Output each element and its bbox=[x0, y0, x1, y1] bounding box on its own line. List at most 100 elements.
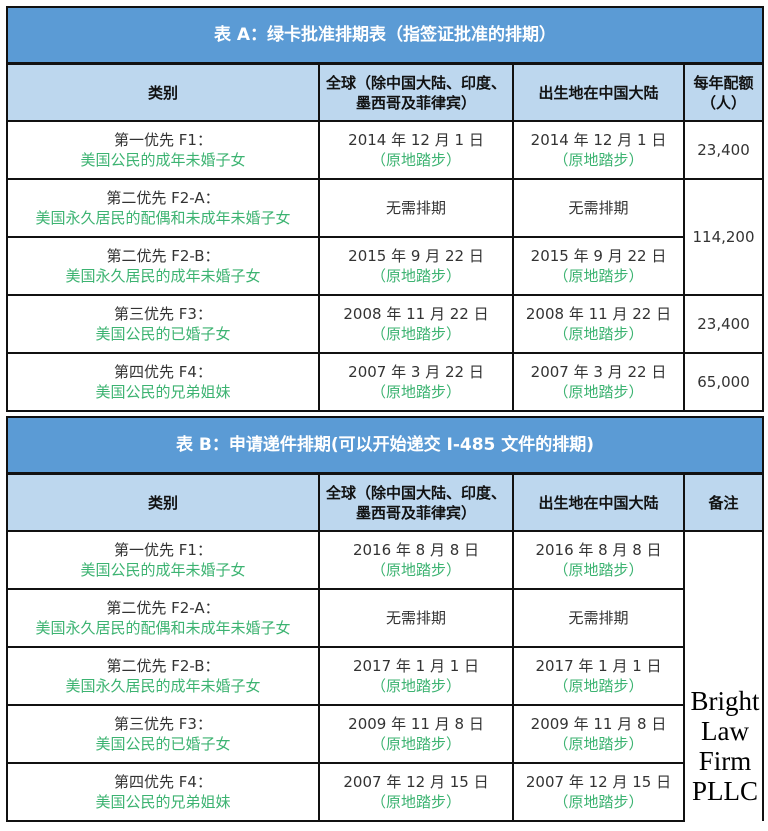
table-row: 第四优先 F4： 美国公民的兄弟姐妹 2007 年 12 月 15 日 （原地踏步） 2… bbox=[6, 762, 763, 822]
worldwide-cell-text: 无需排期 bbox=[385, 199, 446, 217]
table-a-header: 类别 全球（除中国大陆、印度、墨西哥及菲律宾） 出生地在中国大陆 每年配额（人） bbox=[6, 62, 765, 122]
worldwide-cell: 2017 年 1 月 1 日 （原地踏步） bbox=[318, 646, 514, 706]
category-cell: 第二优先 F2-A： 美国永久居民的配偶和未成年未婚子女 bbox=[6, 588, 320, 648]
remarks-cell bbox=[683, 530, 764, 821]
china-cell-note: （原地踏步） bbox=[553, 383, 644, 401]
worldwide-cell: 2015 年 9 月 22 日 （原地踏步） bbox=[318, 236, 514, 296]
table-row: 第四优先 F4： 美国公民的兄弟姐妹 2007 年 3 月 22 日（原地踏步） 20… bbox=[6, 352, 765, 412]
table-b: 表 B：申请递件排期(可以开始递交 I-485 文件的排期) 类别 全球（除中国… bbox=[6, 416, 764, 822]
category-cell: 第三优先 F3： 美国公民的已婚子女 bbox=[6, 704, 320, 764]
table-row: 第二优先 F2-A： 美国永久居民的配偶和未成年未婚子女 无需排期 无需排期 114,2… bbox=[6, 178, 765, 296]
category-cell-text: 第一优先 F1： bbox=[114, 131, 212, 149]
category-cell-text: 第四优先 F4： bbox=[114, 363, 212, 381]
table-row: 第一优先 F1： 美国公民的成年未婚子女 2014 年 12 月 1 日 （原地踏步）… bbox=[6, 120, 765, 180]
quota-cell: 23,400 bbox=[682, 294, 765, 354]
china-cell: 2007 年 12 月 15 日 （原地踏步） bbox=[512, 762, 685, 822]
china-cell-text: 2007 年 12 月 15 日 bbox=[525, 773, 672, 791]
china-cell-note: （原地踏步） bbox=[553, 677, 644, 695]
worldwide-cell-note: （原地踏步） bbox=[370, 735, 461, 753]
worldwide-cell-note: （原地踏步） bbox=[370, 267, 461, 285]
category-cell: 第四优先 F4： 美国公民的兄弟姐妹 bbox=[6, 352, 320, 412]
category-cell-note: 美国永久居民的配偶和未成年未婚子女 bbox=[35, 209, 291, 227]
quota-cell-text: 65,000 bbox=[697, 373, 750, 391]
worldwide-cell: 2009 年 11 月 8 日 （原地踏步） bbox=[318, 704, 514, 764]
category-cell: 第一优先 F1： 美国公民的成年未婚子女 bbox=[6, 120, 320, 180]
header-worldwide: 全球（除中国大陆、印度、墨西哥及菲律宾） bbox=[318, 62, 514, 122]
china-cell-text: 2017 年 1 月 1 日 bbox=[535, 657, 662, 675]
header-worldwide: 全球（除中国大陆、印度、墨西哥及菲律宾） bbox=[318, 472, 514, 532]
table-a: 表 A：绿卡批准排期表（指签证批准的排期） 类别 全球（除中国大陆、印度、墨西哥… bbox=[5, 6, 765, 412]
china-cell-note: （原地踏步） bbox=[553, 793, 644, 811]
category-cell: 第二优先 F2-A： 美国永久居民的配偶和未成年未婚子女 bbox=[6, 178, 320, 238]
quota-cell-text: 114,200 bbox=[692, 228, 755, 246]
header-china: 出生地在中国大陆 bbox=[512, 62, 685, 122]
china-cell-note: （原地踏步） bbox=[553, 325, 644, 343]
category-cell-note: 美国公民的成年未婚子女 bbox=[80, 151, 246, 169]
china-cell: 无需排期 bbox=[512, 588, 685, 648]
worldwide-cell-text: 2014 年 12 月 1 日 bbox=[348, 131, 484, 149]
china-cell-note: （原地踏步） bbox=[553, 561, 644, 579]
worldwide-cell-text: 2009 年 11 月 8 日 bbox=[348, 715, 484, 733]
header-remarks: 备注 bbox=[683, 472, 764, 532]
category-cell-text: 第二优先 F2-B： bbox=[106, 657, 220, 675]
category-cell-text: 第三优先 F3： bbox=[114, 305, 212, 323]
china-cell: 2008 年 11 月 22 日 （原地踏步） bbox=[512, 294, 685, 354]
quota-cell: 65,000 bbox=[682, 352, 765, 412]
table-b-title: 表 B：申请递件排期(可以开始递交 I-485 文件的排期) bbox=[6, 416, 764, 475]
category-cell-note: 美国公民的成年未婚子女 bbox=[80, 561, 246, 579]
table-row: 第三优先 F3： 美国公民的已婚子女 2009 年 11 月 8 日（原地踏步） 20… bbox=[6, 704, 763, 764]
worldwide-cell-note: （原地踏步） bbox=[370, 325, 461, 343]
china-cell-note: （原地踏步） bbox=[553, 151, 644, 169]
china-cell-note: （原地踏步） bbox=[553, 267, 644, 285]
category-cell: 第三优先 F3： 美国公民的已婚子女 bbox=[6, 294, 320, 354]
worldwide-cell: 2007 年 12 月 15 日 （原地踏步） bbox=[318, 762, 514, 822]
table-a-wrapper: 表 A：绿卡批准排期表（指签证批准的排期） 类别 全球（除中国大陆、印度、墨西哥… bbox=[5, 6, 765, 412]
table-row: 第二优先 F2-B： 美国永久居民的成年未婚子女 2015 年 9 月 22 日 （原… bbox=[6, 236, 763, 296]
table-row: 第二优先 F2-B： 美国永久居民的成年未婚子女 2017 年 1 月 1 日 （原地… bbox=[6, 646, 763, 706]
category-cell-text: 第二优先 F2-A： bbox=[106, 189, 220, 207]
quota-cell-text: 23,400 bbox=[697, 315, 750, 333]
quota-cell-text: 23,400 bbox=[697, 141, 750, 159]
worldwide-cell-note: （原地踏步） bbox=[370, 151, 461, 169]
china-cell: 无需排期 bbox=[512, 178, 685, 238]
china-cell-text: 2008 年 11 月 22 日 bbox=[525, 305, 672, 323]
worldwide-cell: 2016 年 8 月 8 日 （原地踏步） bbox=[318, 530, 514, 590]
worldwide-cell-text: 2007 年 12 月 15 日 bbox=[343, 773, 489, 791]
china-cell-text: 2009 年 11 月 8 日 bbox=[530, 715, 667, 733]
category-cell: 第一优先 F1： 美国公民的成年未婚子女 bbox=[6, 530, 320, 590]
category-cell: 第二优先 F2-B： 美国永久居民的成年未婚子女 bbox=[6, 646, 320, 706]
category-cell-note: 美国公民的兄弟姐妹 bbox=[95, 383, 231, 401]
china-cell-text: 无需排期 bbox=[568, 609, 629, 627]
china-cell: 2016 年 8 月 8 日 （原地踏步） bbox=[512, 530, 685, 590]
china-cell-text: 2014 年 12 月 1 日 bbox=[530, 131, 667, 149]
table-b-wrapper: 表 B：申请递件排期(可以开始递交 I-485 文件的排期) 类别 全球（除中国… bbox=[6, 416, 764, 822]
category-cell-note: 美国永久居民的成年未婚子女 bbox=[65, 677, 261, 695]
table-row: 第一优先 F1： 美国公民的成年未婚子女 2016 年 8 月 8 日（原地踏步） 2… bbox=[6, 530, 764, 821]
quota-cell: 114,200 bbox=[682, 178, 765, 296]
category-cell-text: 第一优先 F1： bbox=[114, 541, 212, 559]
worldwide-cell-text: 2008 年 11 月 22 日 bbox=[343, 305, 489, 323]
category-cell-note: 美国永久居民的成年未婚子女 bbox=[65, 267, 261, 285]
worldwide-cell-text: 2017 年 1 月 1 日 bbox=[352, 657, 480, 675]
category-cell-text: 第二优先 F2-A： bbox=[106, 599, 220, 617]
worldwide-cell-note: （原地踏步） bbox=[370, 561, 461, 579]
category-cell-text: 第四优先 F4： bbox=[114, 773, 212, 791]
worldwide-cell-text: 2015 年 9 月 22 日 bbox=[348, 247, 484, 265]
category-cell-text: 第二优先 F2-B： bbox=[106, 247, 220, 265]
china-cell: 2014 年 12 月 1 日 （原地踏步） bbox=[512, 120, 685, 180]
category-cell-note: 美国公民的兄弟姐妹 bbox=[95, 793, 231, 811]
category-cell-note: 美国永久居民的配偶和未成年未婚子女 bbox=[35, 619, 291, 637]
category-cell-text: 第三优先 F3： bbox=[114, 715, 212, 733]
category-cell: 第四优先 F4： 美国公民的兄弟姐妹 bbox=[6, 762, 320, 822]
china-cell-text: 2007 年 3 月 22 日 bbox=[530, 363, 667, 381]
worldwide-cell: 2014 年 12 月 1 日 （原地踏步） bbox=[318, 120, 514, 180]
header-quota: 每年配额（人） bbox=[682, 62, 765, 122]
worldwide-cell: 无需排期 bbox=[318, 178, 514, 238]
worldwide-cell: 2008 年 11 月 22 日 （原地踏步） bbox=[318, 294, 514, 354]
china-cell: 2009 年 11 月 8 日 （原地踏步） bbox=[512, 704, 685, 764]
china-cell-text: 2015 年 9 月 22 日 bbox=[530, 247, 667, 265]
worldwide-cell-note: （原地踏步） bbox=[370, 677, 461, 695]
china-cell-note: （原地踏步） bbox=[553, 735, 644, 753]
header-category: 类别 bbox=[6, 62, 320, 122]
table-row: 第三优先 F3： 美国公民的已婚子女 2008 年 11 月 22 日（原地踏步） 2… bbox=[6, 294, 765, 354]
